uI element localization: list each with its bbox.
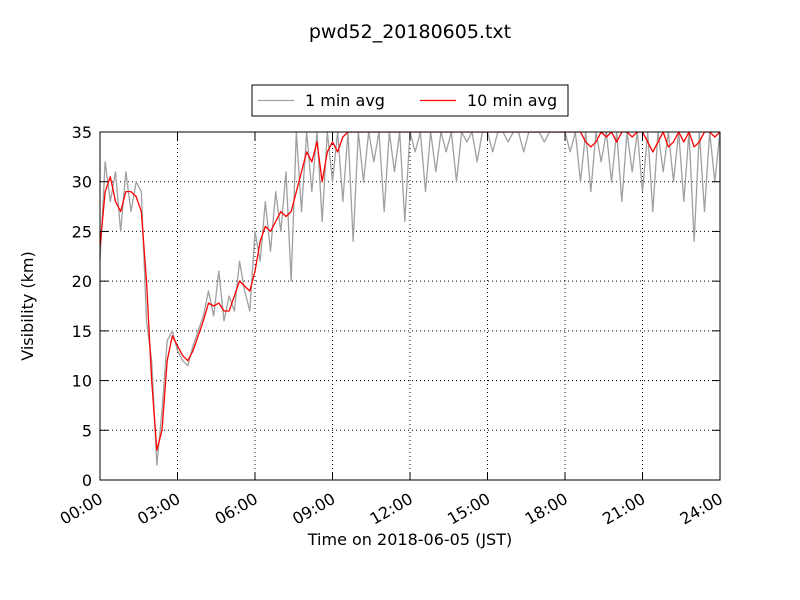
x-tick-label: 09:00 xyxy=(289,489,338,529)
x-tick-label: 21:00 xyxy=(599,489,648,529)
legend-box xyxy=(251,84,569,117)
x-tick-label: 18:00 xyxy=(522,489,571,529)
series-line xyxy=(100,132,720,451)
y-axis-label: Visibility (km) xyxy=(18,251,37,360)
x-tick-label: 15:00 xyxy=(444,489,493,529)
x-axis-label: Time on 2018-06-05 (JST) xyxy=(307,530,512,549)
x-tick-label: 24:00 xyxy=(677,489,726,529)
y-tick-label: 0 xyxy=(82,471,92,490)
grid xyxy=(99,131,721,481)
x-tick-label: 12:00 xyxy=(367,489,416,529)
legend-label: 1 min avg xyxy=(305,91,385,110)
y-tick-label: 20 xyxy=(72,272,92,291)
y-tick-label: 35 xyxy=(72,123,92,142)
x-tick-label: 00:00 xyxy=(57,489,106,529)
y-tick-label: 15 xyxy=(72,322,92,341)
axes: 0 5 10 15 20 25 30 35 00:00 03:00 06:00 09:00 12:00 1… xyxy=(57,123,726,529)
plot-lines xyxy=(100,132,720,466)
y-tick-label: 25 xyxy=(72,222,92,241)
legend: 1 min avg 10 min avg xyxy=(251,84,569,117)
legend-label: 10 min avg xyxy=(467,91,557,110)
chart-title: pwd52_20180605.txt xyxy=(309,21,511,43)
x-tick-label: 03:00 xyxy=(134,489,183,529)
y-tick-label: 10 xyxy=(72,372,92,391)
y-tick-label: 30 xyxy=(72,173,92,192)
y-tick-label: 5 xyxy=(82,421,92,440)
x-tick-label: 06:00 xyxy=(212,489,261,529)
series-line xyxy=(100,132,720,466)
